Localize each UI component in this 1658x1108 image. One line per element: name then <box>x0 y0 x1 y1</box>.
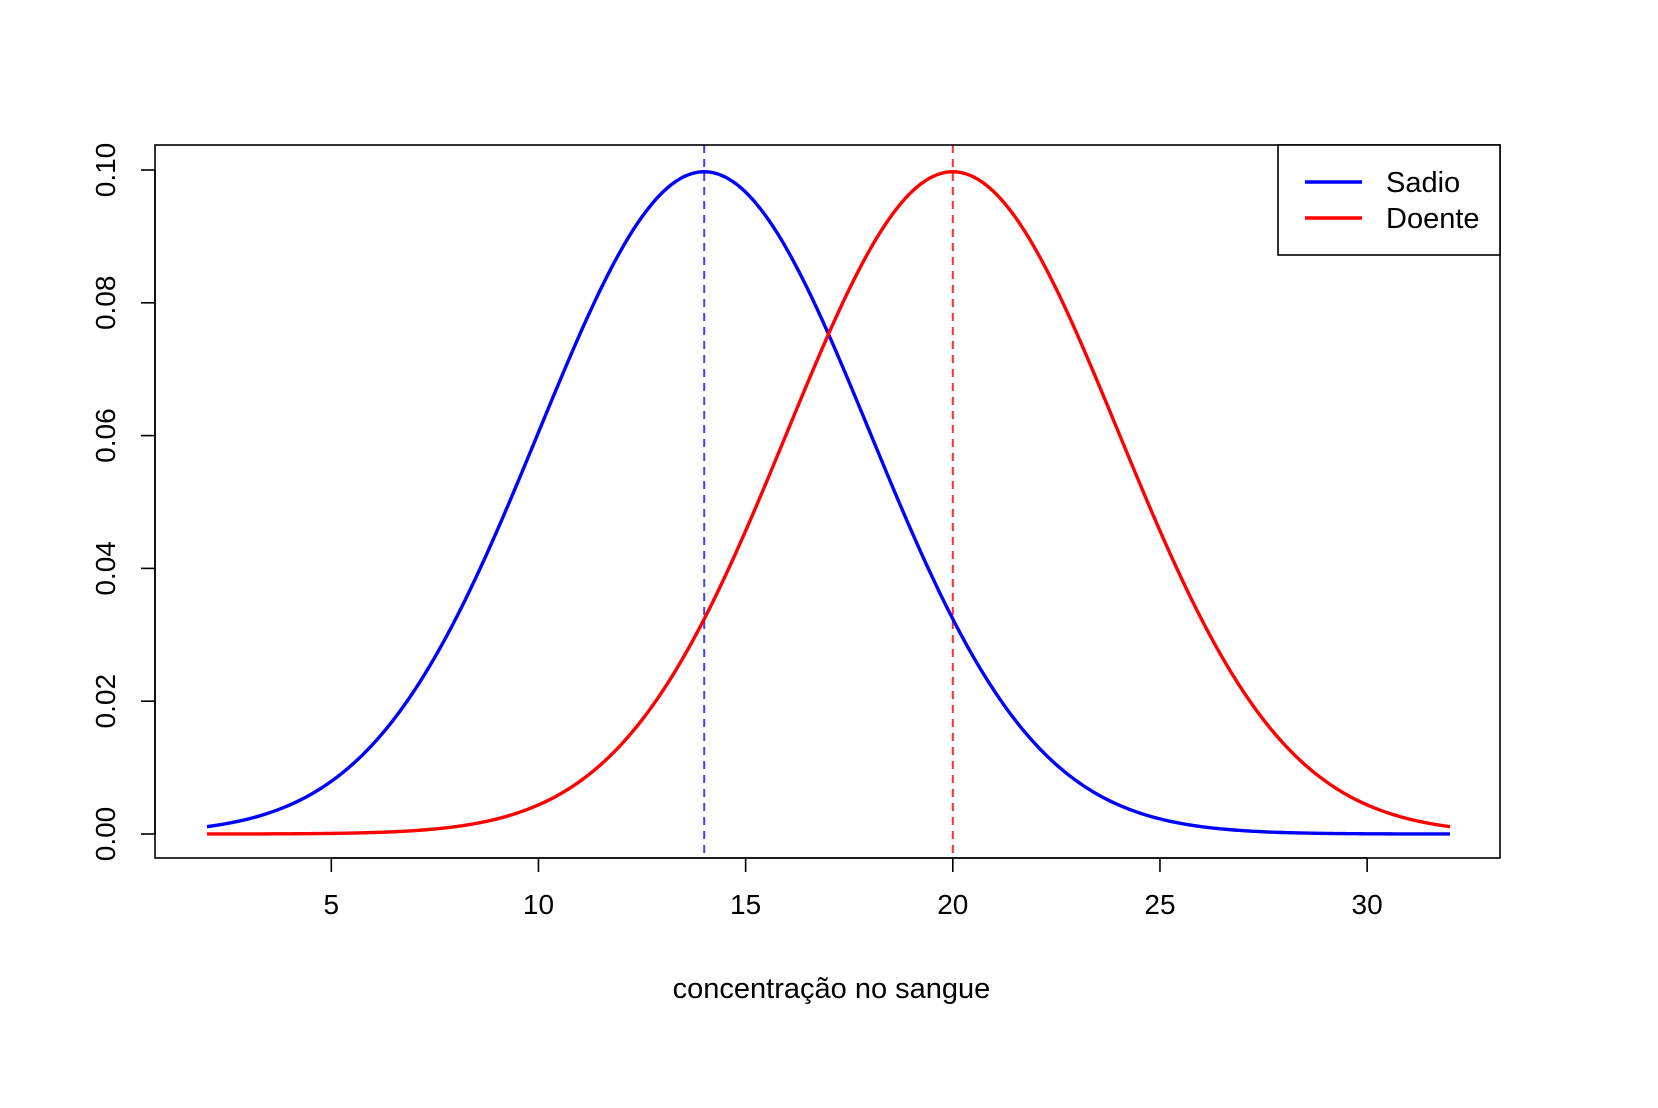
y-tick-label: 0.10 <box>90 143 121 198</box>
y-tick-label: 0.00 <box>90 807 121 862</box>
y-tick-label: 0.06 <box>90 408 121 463</box>
x-tick-label: 20 <box>937 889 968 920</box>
x-axis: 5 10 15 20 25 30 <box>324 857 1383 920</box>
x-tick-label: 5 <box>324 889 340 920</box>
legend-box <box>1277 144 1501 256</box>
series-lines <box>206 170 1451 836</box>
y-tick-label: 0.02 <box>90 674 121 729</box>
reference-lines <box>703 145 954 858</box>
x-tick-label: 10 <box>523 889 554 920</box>
series-line-doente <box>207 170 1451 836</box>
y-tick-label: 0.08 <box>90 276 121 331</box>
x-tick-label: 25 <box>1144 889 1175 920</box>
legend-label-doente: Doente <box>1386 203 1480 235</box>
x-tick-label: 30 <box>1352 889 1383 920</box>
legend: Sadio Doente <box>1277 144 1501 256</box>
x-tick-label: 15 <box>730 889 761 920</box>
legend-label-sadio: Sadio <box>1386 167 1460 199</box>
y-tick-label: 0.04 <box>90 541 121 596</box>
x-axis-title: concentração no sangue <box>673 973 991 1005</box>
y-axis: 0.00 0.02 0.04 0.06 0.08 0.10 <box>90 143 156 862</box>
